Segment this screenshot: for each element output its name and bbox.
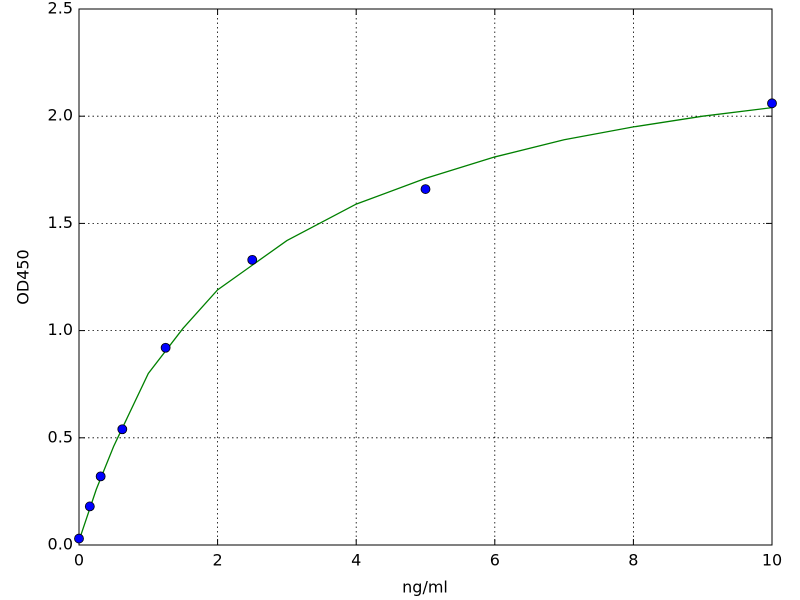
y-tick-label: 2.5 — [48, 0, 73, 18]
y-tick-label: 0.0 — [48, 535, 73, 554]
y-tick-label: 0.5 — [48, 427, 73, 446]
data-point — [160, 342, 171, 353]
y-tick-label: 1.0 — [48, 320, 73, 339]
data-point — [247, 254, 258, 265]
plot-frame — [78, 8, 773, 546]
y-tick-label: 1.5 — [48, 213, 73, 232]
data-point — [420, 184, 431, 194]
fit-curve — [78, 106, 773, 541]
x-tick-label: 10 — [762, 551, 782, 570]
y-tick-label: 2.0 — [48, 106, 73, 125]
x-tick-label: 0 — [74, 551, 84, 570]
data-point — [84, 501, 95, 512]
data-point — [95, 471, 106, 482]
data-point — [117, 424, 128, 435]
x-tick-label: 4 — [351, 551, 361, 570]
data-point — [767, 98, 777, 109]
x-tick-label: 2 — [213, 551, 223, 570]
data-point — [74, 533, 84, 544]
x-axis-label: ng/ml — [402, 578, 448, 597]
y-axis-label: OD450 — [14, 249, 33, 304]
x-tick-label: 6 — [490, 551, 500, 570]
x-tick-label: 8 — [628, 551, 638, 570]
